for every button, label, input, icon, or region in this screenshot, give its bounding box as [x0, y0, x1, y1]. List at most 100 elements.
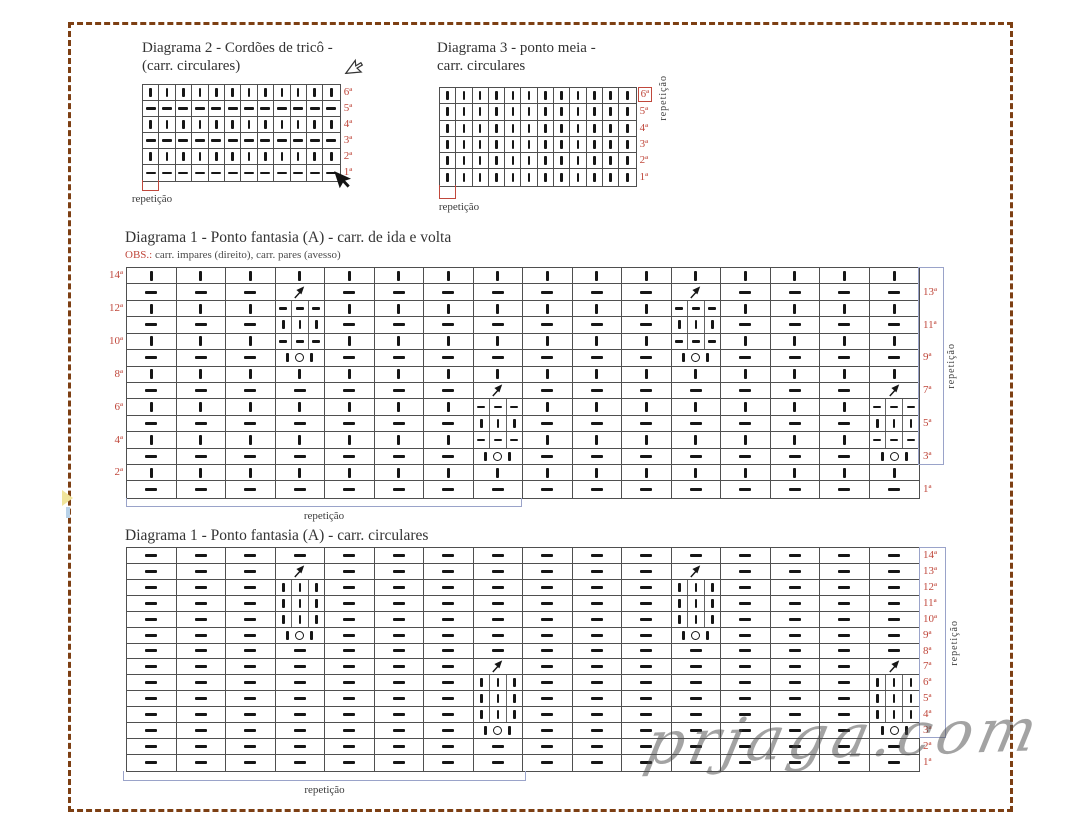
purl-symbol: [343, 761, 356, 765]
purl-symbol: [691, 307, 700, 310]
grid-cell: [276, 300, 325, 317]
sub-cell: [292, 611, 309, 627]
grid-cell: [127, 333, 177, 350]
grid-cell: [521, 136, 538, 153]
grid-cell: [325, 366, 375, 382]
knit-symbol: [478, 91, 482, 101]
grid-cell: [440, 153, 457, 169]
purl-symbol: [162, 139, 173, 142]
grid-cell: [276, 415, 325, 432]
double-decrease-symbol: [294, 286, 305, 299]
knit-symbol: [397, 336, 401, 347]
purl-symbol: [888, 601, 901, 605]
grid-cell: [820, 707, 870, 723]
purl-symbol: [244, 745, 257, 749]
grid-cell: [276, 333, 325, 350]
grid-cell: [523, 691, 573, 707]
grid-cell: [523, 317, 573, 333]
grid-cell: [241, 117, 258, 132]
purl-symbol: [211, 107, 222, 110]
knit-symbol: [446, 270, 450, 281]
grid-cell: [177, 300, 226, 317]
grid-cell: [771, 643, 820, 659]
purl-symbol: [590, 665, 603, 669]
grid-cell: [721, 595, 771, 611]
purl-symbol: [244, 323, 257, 327]
grid-cell: [622, 481, 672, 498]
grid-cell: [521, 153, 538, 169]
knit-symbol: [544, 107, 547, 117]
grid-cell: [226, 382, 276, 399]
grid-cell: [127, 432, 177, 448]
purl-symbol: [590, 569, 603, 573]
grid-cell: [474, 579, 523, 595]
sub-cell: [688, 333, 705, 350]
grid-cell: [721, 659, 771, 675]
purl-symbol: [708, 340, 717, 343]
grid-cell: [870, 415, 920, 432]
grid-cell: [672, 284, 721, 300]
grid-cell: [274, 133, 291, 148]
knit-symbol: [544, 140, 547, 150]
grid-cell: [721, 465, 771, 481]
knit-symbol: [264, 88, 267, 97]
side-repeat-wrap: repetição: [658, 73, 669, 123]
purl-symbol: [392, 713, 405, 717]
grid-cell: [870, 659, 920, 674]
purl-symbol: [276, 107, 287, 110]
knit-symbol: [678, 598, 681, 608]
knit-symbol: [330, 120, 333, 129]
purl-symbol: [491, 323, 504, 327]
purl-symbol: [326, 171, 337, 175]
row-label: 7ª: [923, 384, 932, 397]
knit-symbol: [593, 173, 596, 183]
knit-symbol: [842, 402, 846, 413]
knit-symbol: [296, 120, 300, 129]
knit-symbol: [182, 88, 185, 97]
purl-symbol: [590, 761, 603, 765]
grid-cell: [226, 317, 276, 333]
purl-symbol: [541, 697, 554, 701]
grid-cell: [225, 85, 242, 100]
purl-symbol: [491, 553, 504, 557]
grid-cell: [820, 333, 870, 350]
grid-cell: [622, 739, 672, 754]
purl-symbol: [590, 389, 603, 393]
knit-symbol: [793, 467, 797, 478]
grid-cell: [523, 739, 573, 754]
knit-symbol: [446, 336, 450, 347]
knit-symbol: [165, 152, 169, 161]
sub-cell: [474, 691, 490, 707]
grid-cell: [375, 548, 424, 563]
grid-cell: [619, 169, 635, 185]
purl-symbol: [244, 139, 255, 142]
grid-cell: [672, 366, 721, 382]
purl-symbol: [293, 107, 304, 110]
purl-symbol: [145, 665, 158, 669]
grid-cell: [771, 333, 820, 350]
grid-cell: [573, 350, 622, 366]
knit-symbol: [793, 303, 797, 314]
purl-symbol: [194, 761, 207, 765]
grid-cell: [771, 350, 820, 366]
grid-cell: [474, 465, 523, 481]
yarn-over-symbol: [295, 353, 305, 363]
knit-symbol: [296, 152, 300, 161]
purl-symbol: [689, 745, 702, 749]
purl-symbol: [788, 585, 801, 589]
grid-cell: [721, 548, 771, 563]
purl-symbol: [244, 617, 257, 621]
knit-symbol: [478, 140, 482, 150]
knit-symbol: [478, 173, 482, 183]
sub-cell: [688, 317, 705, 333]
knit-symbol: [199, 270, 203, 281]
grid-cell: [573, 563, 622, 579]
grid-cell: [474, 643, 523, 659]
grid-cell: [622, 366, 672, 382]
grid-cell: [870, 707, 920, 723]
grid-cell: [672, 659, 721, 675]
knit-symbol: [397, 402, 401, 413]
purl-symbol: [541, 681, 554, 685]
grid-cell: [672, 595, 721, 611]
purl-symbol: [309, 139, 320, 142]
